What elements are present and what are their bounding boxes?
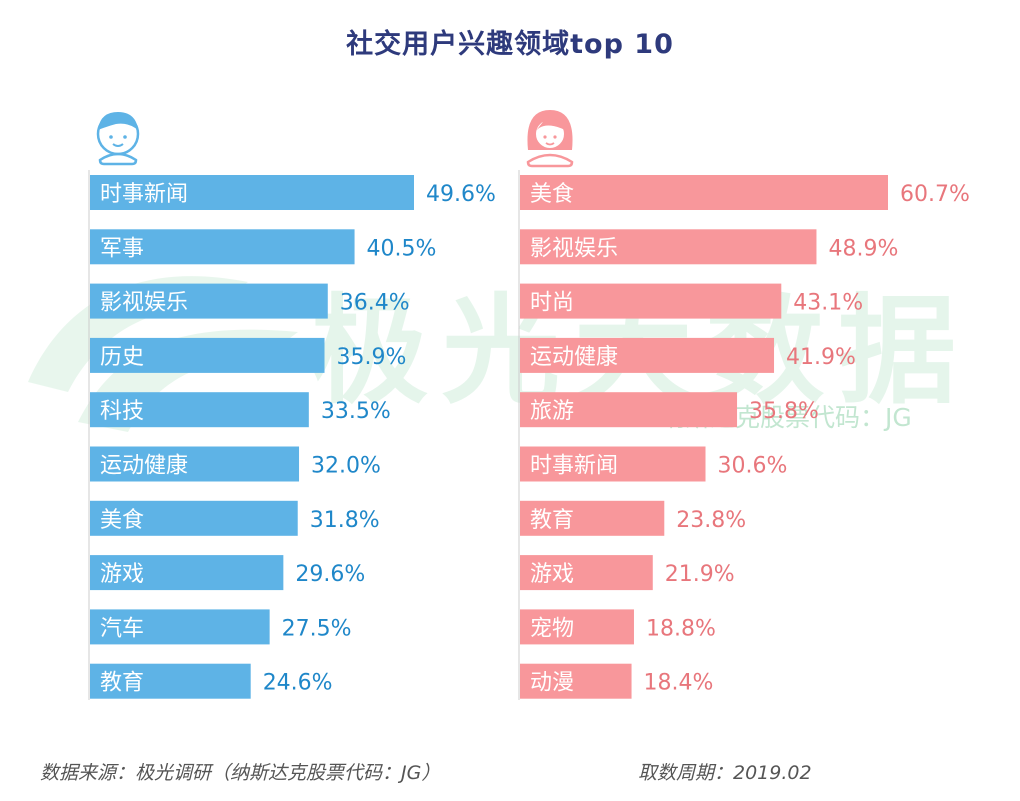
male-value-label-9: 27.5% bbox=[282, 616, 352, 641]
female-bar-9 bbox=[520, 609, 634, 645]
female-bar-5 bbox=[520, 392, 738, 428]
female-bar-6 bbox=[520, 446, 706, 482]
female-category-label-7: 教育 bbox=[530, 508, 574, 533]
chart-title: 社交用户兴趣领域top 10 bbox=[346, 29, 674, 60]
female-bar-2 bbox=[520, 229, 817, 265]
male-value-label-8: 29.6% bbox=[295, 562, 365, 587]
male-value-label-1: 49.6% bbox=[426, 182, 496, 207]
female-category-label-3: 时尚 bbox=[530, 291, 574, 316]
male-category-label-7: 美食 bbox=[100, 508, 144, 533]
female-category-label-5: 旅游 bbox=[530, 399, 574, 424]
female-bar-8 bbox=[520, 555, 653, 591]
male-category-label-10: 教育 bbox=[100, 671, 144, 696]
male-bar-1 bbox=[90, 175, 414, 210]
female-category-label-8: 游戏 bbox=[530, 562, 574, 587]
female-value-label-3: 43.1% bbox=[793, 291, 863, 316]
male-bar-7 bbox=[90, 500, 298, 536]
male-bar-6 bbox=[90, 446, 300, 482]
female-value-label-5: 35.8% bbox=[749, 399, 819, 424]
male-value-label-6: 32.0% bbox=[311, 454, 381, 479]
boy-avatar-icon bbox=[96, 112, 140, 166]
female-category-label-9: 宠物 bbox=[530, 616, 574, 641]
male-value-label-5: 33.5% bbox=[321, 399, 391, 424]
male-value-label-3: 36.4% bbox=[340, 291, 410, 316]
male-bar-4 bbox=[90, 337, 325, 373]
female-value-label-1: 60.7% bbox=[900, 182, 970, 207]
male-value-label-10: 24.6% bbox=[263, 671, 333, 696]
data-period-note: 取数周期：2019.02 bbox=[638, 762, 812, 784]
male-category-label-1: 时事新闻 bbox=[100, 182, 188, 207]
male-category-label-3: 影视娱乐 bbox=[100, 291, 188, 316]
male-bar-10 bbox=[90, 663, 251, 699]
female-category-label-4: 运动健康 bbox=[530, 345, 618, 370]
male-value-label-2: 40.5% bbox=[367, 236, 437, 261]
male-category-label-8: 游戏 bbox=[100, 562, 144, 587]
male-bar-9 bbox=[90, 609, 270, 645]
female-bar-4 bbox=[520, 337, 775, 373]
female-value-label-4: 41.9% bbox=[786, 345, 856, 370]
male-category-label-4: 历史 bbox=[100, 345, 144, 370]
male-category-label-2: 军事 bbox=[100, 236, 144, 261]
female-value-label-2: 48.9% bbox=[828, 236, 898, 261]
female-bar-7 bbox=[520, 500, 665, 536]
female-category-label-2: 影视娱乐 bbox=[530, 236, 618, 261]
male-category-label-9: 汽车 bbox=[100, 616, 144, 641]
male-value-label-4: 35.9% bbox=[337, 345, 407, 370]
female-bar-3 bbox=[520, 283, 782, 319]
male-bar-5 bbox=[90, 392, 309, 428]
male-value-label-7: 31.8% bbox=[310, 508, 380, 533]
female-value-label-10: 18.4% bbox=[644, 671, 714, 696]
data-source-note: 数据来源：极光调研（纳斯达克股票代码：JG） bbox=[40, 762, 441, 784]
female-value-label-6: 30.6% bbox=[718, 454, 788, 479]
female-category-label-10: 动漫 bbox=[530, 671, 574, 696]
female-category-label-1: 美食 bbox=[530, 182, 574, 207]
male-category-label-5: 科技 bbox=[100, 399, 144, 424]
female-category-label-6: 时事新闻 bbox=[530, 454, 618, 479]
female-bar-series: 美食 60.7% 影视娱乐 48.9% 时尚 43.1% 运动健康 41.9% 旅游 35.8% 时… bbox=[520, 175, 970, 699]
girl-avatar-icon bbox=[526, 110, 574, 168]
female-value-label-9: 18.8% bbox=[646, 616, 716, 641]
female-bar-10 bbox=[520, 663, 632, 699]
male-bar-series: 时事新闻 49.6% 军事 40.5% 影视娱乐 36.4% 历史 35.9% 科技 33.5% 运… bbox=[90, 175, 496, 699]
female-value-label-8: 21.9% bbox=[665, 562, 735, 587]
male-bar-3 bbox=[90, 283, 328, 319]
female-bar-1 bbox=[520, 175, 888, 210]
male-bar-8 bbox=[90, 555, 284, 591]
female-value-label-7: 23.8% bbox=[676, 508, 746, 533]
male-bar-2 bbox=[90, 229, 355, 265]
male-category-label-6: 运动健康 bbox=[100, 454, 188, 479]
